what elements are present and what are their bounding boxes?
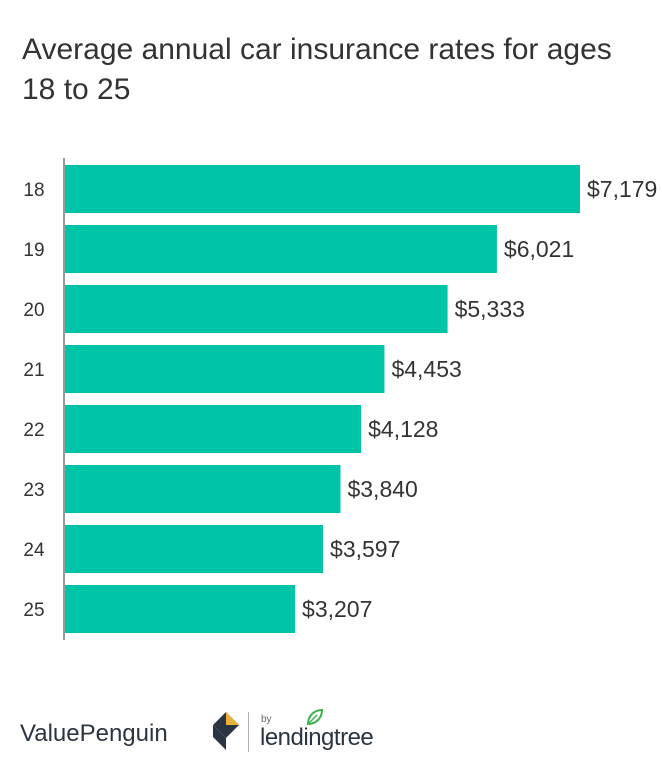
data-label-age-22: $4,128: [368, 416, 438, 442]
tick-label-age-23: 23: [23, 480, 44, 501]
tick-label-age-19: 19: [23, 240, 44, 261]
tick-label-age-18: 18: [23, 180, 44, 201]
data-label-age-19: $6,021: [504, 236, 574, 262]
data-label-age-20: $5,333: [455, 296, 525, 322]
tick-label-age-21: 21: [23, 360, 44, 381]
bars-group: 18 $7,179 19 $6,021 20 $5,333 21 $4,453 22 $4,128…: [23, 165, 657, 633]
tick-label-age-20: 20: [23, 300, 44, 321]
data-label-age-18: $7,179: [587, 176, 657, 202]
data-label-age-21: $4,453: [391, 356, 461, 382]
footer-brand: ValuePenguin by lendingtree: [20, 700, 620, 760]
by-label: by: [261, 714, 272, 725]
bar-age-25: [65, 585, 296, 633]
bar-age-22: [65, 405, 362, 453]
bar-age-20: [65, 285, 448, 333]
bar-age-18: [65, 165, 580, 213]
data-label-age-25: $3,207: [302, 596, 372, 622]
footer-divider: [248, 712, 249, 752]
chart-title: Average annual car insurance rates for a…: [22, 33, 612, 106]
bar-age-21: [65, 345, 385, 393]
tick-label-age-25: 25: [23, 600, 44, 621]
lendingtree-wordmark: lendingtree: [260, 724, 374, 751]
bar-chart: 18 $7,179 19 $6,021 20 $5,333 21 $4,453 22 $4,128…: [23, 158, 657, 640]
tick-label-age-24: 24: [23, 540, 45, 561]
lendingtree-leaf-icon: [306, 708, 324, 726]
valuepenguin-logo-icon: [213, 712, 239, 750]
bar-age-23: [65, 465, 341, 513]
data-label-age-23: $3,840: [347, 476, 417, 502]
bar-age-24: [65, 525, 324, 573]
data-label-age-24: $3,597: [330, 536, 400, 562]
tick-label-age-22: 22: [23, 420, 44, 441]
valuepenguin-wordmark: ValuePenguin: [20, 720, 168, 747]
bar-age-19: [65, 225, 497, 273]
